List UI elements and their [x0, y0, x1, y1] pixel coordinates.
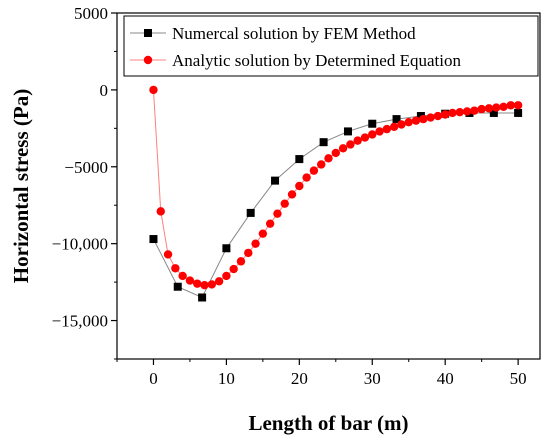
data-point: [198, 293, 207, 302]
data-point: [280, 199, 289, 208]
data-point: [397, 120, 406, 129]
data-point: [411, 116, 421, 125]
data-point: [214, 277, 224, 286]
data-point: [489, 108, 498, 117]
data-point: [477, 104, 486, 114]
plot-area: [116, 12, 541, 360]
data-point: [404, 117, 413, 127]
plot-frame: [116, 12, 541, 360]
data-point: [295, 181, 304, 191]
legend-marker: [144, 29, 152, 37]
x-tick-label: 10: [218, 369, 235, 388]
data-point: [163, 250, 173, 259]
data-point: [200, 280, 209, 290]
series-2: [149, 85, 523, 290]
y-tick-label: 0: [100, 81, 109, 100]
legend-marker: [143, 55, 153, 65]
data-point: [433, 111, 443, 121]
data-point: [484, 104, 494, 113]
legend-box: [123, 15, 539, 77]
data-point: [375, 127, 384, 136]
data-point: [193, 279, 202, 288]
data-point: [360, 133, 370, 142]
data-point: [514, 108, 523, 117]
legend: Numercal solution by FEM Method Analytic …: [123, 15, 539, 77]
data-point: [309, 166, 319, 175]
series-1: [149, 108, 523, 302]
data-point: [462, 107, 472, 116]
data-point: [258, 229, 268, 238]
data-point: [455, 107, 464, 117]
data-point: [317, 160, 326, 169]
data-point: [222, 271, 231, 281]
data-point: [506, 101, 516, 110]
data-point: [229, 264, 238, 274]
data-point: [343, 127, 352, 136]
data-point: [295, 155, 304, 164]
data-point: [185, 276, 195, 285]
data-point: [368, 119, 377, 128]
x-tick-label: 50: [510, 369, 527, 388]
data-point: [448, 108, 457, 118]
data-point: [492, 103, 501, 112]
data-point: [178, 271, 187, 281]
series-line: [152, 89, 519, 286]
series-line: [153, 112, 519, 299]
data-point: [382, 124, 392, 134]
data-point: [324, 154, 333, 163]
y-tick-label: −10,000: [52, 235, 108, 254]
legend-label: Analytic solution by Determined Equation: [172, 51, 461, 70]
legend-label: Numercal solution by FEM Method: [172, 24, 416, 43]
data-point: [251, 239, 260, 248]
x-tick-label: 40: [437, 369, 454, 388]
axes-layer: 0 10 20 30 40 50 5000 0 −5000 −10,000 −15,000: [52, 4, 527, 388]
series-layer: [149, 85, 523, 302]
data-point: [368, 130, 377, 139]
data-point: [171, 264, 180, 273]
data-point: [271, 176, 280, 185]
data-point: [470, 106, 479, 115]
data-point: [173, 282, 182, 291]
x-tick-label: 0: [149, 369, 158, 388]
data-point: [392, 115, 401, 124]
data-point: [149, 85, 158, 95]
x-tick-label: 30: [364, 369, 381, 388]
data-point: [353, 136, 362, 145]
data-point: [156, 207, 165, 216]
data-point: [331, 148, 340, 158]
data-point: [513, 101, 523, 110]
data-point: [222, 244, 231, 253]
data-point: [389, 122, 399, 131]
y-axis-title: Horizontal stress (Pa): [9, 89, 33, 283]
x-axis-title: Length of bar (m): [248, 411, 408, 435]
data-point: [499, 102, 508, 112]
data-point: [338, 144, 348, 153]
y-tick-label: −5000: [64, 158, 108, 177]
data-point: [149, 235, 158, 244]
data-point: [244, 248, 253, 258]
data-point: [273, 209, 282, 218]
y-tick-label: 5000: [74, 4, 108, 23]
y-tick-label: −15,000: [52, 312, 108, 331]
x-tick-label: 20: [291, 369, 308, 388]
data-point: [346, 140, 355, 149]
data-point: [426, 113, 435, 122]
data-point: [319, 138, 328, 147]
data-point: [302, 173, 311, 182]
data-point: [419, 114, 428, 124]
data-point: [265, 219, 275, 228]
data-point: [246, 208, 255, 217]
data-point: [440, 110, 450, 119]
data-point: [236, 257, 246, 266]
data-point: [287, 190, 297, 199]
data-point: [207, 280, 217, 289]
